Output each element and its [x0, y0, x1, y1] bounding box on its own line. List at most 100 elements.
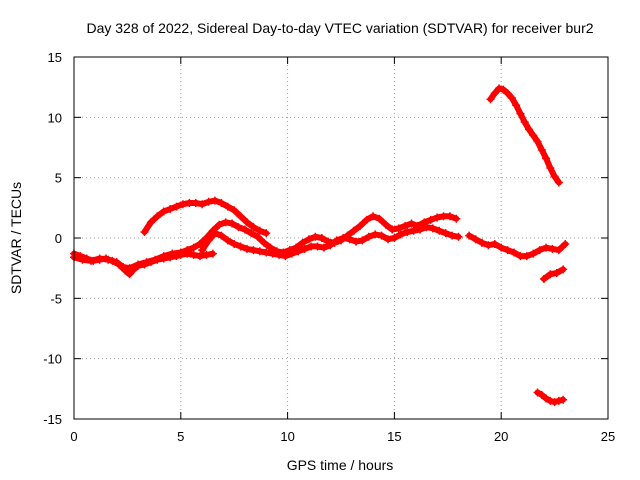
- data-point: [490, 240, 499, 249]
- data-point: [403, 227, 412, 236]
- data-point: [221, 218, 230, 227]
- data-point: [539, 275, 548, 284]
- data-point: [196, 252, 205, 261]
- data-point: [507, 94, 516, 103]
- data-point: [255, 247, 264, 256]
- data-point: [178, 200, 187, 209]
- y-tick-label: 5: [55, 171, 62, 186]
- data-point: [554, 396, 563, 405]
- grid-lines: [74, 57, 608, 419]
- data-point: [140, 227, 149, 236]
- data-point: [191, 199, 200, 208]
- data-point: [401, 221, 410, 230]
- data-point: [159, 207, 168, 216]
- data-point: [230, 240, 239, 249]
- data-point: [351, 237, 360, 246]
- data-point: [317, 234, 326, 242]
- data-point: [255, 226, 264, 235]
- data-point: [300, 244, 309, 253]
- data-point: [552, 268, 561, 277]
- data-point: [358, 236, 367, 245]
- data-point: [287, 249, 296, 258]
- data-point: [119, 262, 128, 271]
- data-point: [204, 197, 213, 206]
- data-point: [240, 225, 249, 234]
- x-tick-label: 0: [70, 429, 77, 444]
- series-segment-3: [198, 223, 463, 261]
- data-point: [550, 398, 559, 407]
- data-point: [422, 223, 431, 232]
- data-point: [465, 231, 474, 240]
- data-point: [510, 248, 519, 257]
- data-point: [486, 95, 495, 104]
- y-tick-label: 0: [55, 231, 62, 246]
- data-point: [176, 248, 185, 257]
- data-point: [304, 235, 313, 244]
- data-point: [426, 215, 435, 224]
- x-tick-label: 20: [494, 429, 508, 444]
- data-point: [298, 238, 307, 247]
- data-point: [159, 252, 168, 261]
- data-point: [262, 229, 271, 238]
- data-point: [448, 231, 457, 240]
- data-point: [262, 248, 271, 257]
- series-segment-6: [486, 84, 563, 187]
- data-point: [396, 230, 405, 239]
- data-point: [183, 246, 192, 255]
- data-point: [516, 109, 525, 118]
- y-tick-label: -15: [43, 412, 62, 427]
- series-segment-4: [140, 196, 271, 238]
- y-tick-label: -10: [43, 352, 62, 367]
- data-point: [524, 125, 533, 134]
- x-tick-label: 5: [177, 429, 184, 444]
- data-point: [281, 252, 290, 261]
- data-point: [208, 249, 217, 258]
- data-point: [550, 172, 559, 181]
- data-point: [484, 241, 493, 250]
- x-tick-label: 10: [280, 429, 294, 444]
- data-point: [433, 213, 442, 222]
- data-point: [533, 137, 542, 146]
- data-point: [383, 235, 392, 244]
- data-point: [416, 225, 425, 234]
- data-point: [125, 264, 134, 273]
- data-point: [223, 236, 232, 245]
- data-point: [520, 118, 529, 127]
- data-point: [294, 247, 303, 256]
- data-point: [217, 231, 226, 240]
- data-point: [217, 199, 226, 208]
- data-point: [428, 224, 437, 233]
- data-point: [542, 394, 551, 403]
- data-point: [364, 232, 373, 241]
- data-point: [542, 243, 551, 252]
- data-point: [529, 131, 538, 140]
- data-point: [151, 255, 160, 264]
- data-point: [146, 218, 155, 227]
- x-axis-label: GPS time / hours: [287, 457, 394, 473]
- data-point: [441, 229, 450, 238]
- data-point: [249, 246, 258, 255]
- data-point: [153, 212, 162, 221]
- data-point: [471, 235, 480, 244]
- data-point: [390, 234, 399, 242]
- data-point: [247, 229, 256, 238]
- data-point: [172, 202, 181, 211]
- data-point: [189, 243, 198, 252]
- data-point: [477, 238, 486, 247]
- data-point: [230, 206, 239, 215]
- data-point: [546, 396, 555, 405]
- data-point: [454, 232, 463, 241]
- y-tick-label: 10: [48, 110, 62, 125]
- data-point: [104, 255, 113, 264]
- data-point: [377, 231, 386, 240]
- data-point: [78, 255, 87, 264]
- series-segment-8: [533, 388, 568, 407]
- data-point: [512, 101, 521, 110]
- data-point: [228, 219, 237, 228]
- data-point: [546, 164, 555, 173]
- data-point: [112, 258, 121, 267]
- data-point: [189, 250, 198, 259]
- data-point: [326, 241, 335, 250]
- chart-title: Day 328 of 2022, Sidereal Day-to-day VTE…: [86, 20, 593, 36]
